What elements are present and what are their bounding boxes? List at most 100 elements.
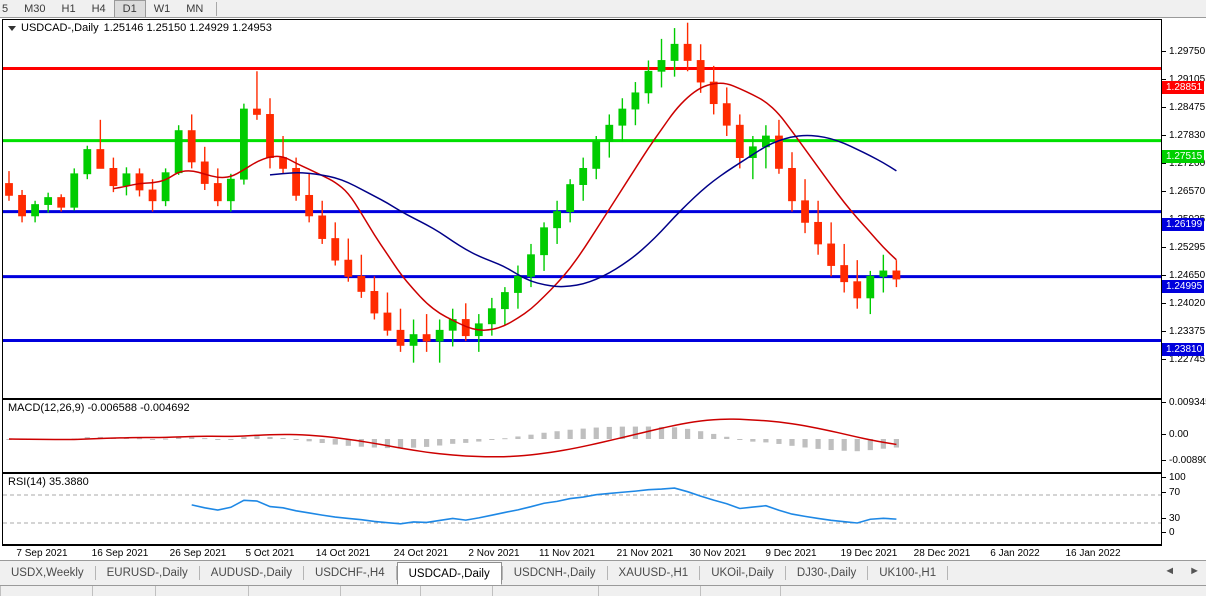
price-pane-header: USDCAD-,Daily 1.25146 1.25150 1.24929 1.… <box>8 22 272 34</box>
tab-column-divider <box>420 586 421 596</box>
date-axis-label: 21 Nov 2021 <box>616 548 674 559</box>
tab-column-divider <box>0 586 1 596</box>
timeframe-toolbar: 5 M30 H1 H4 D1 W1 MN <box>0 0 1206 18</box>
price-level-badge[interactable]: 1.26199 <box>1162 218 1205 231</box>
price-tick-label: 1.29105 <box>1162 74 1205 86</box>
price-tick-label: 1.22745 <box>1162 354 1205 366</box>
tab-separator <box>947 566 949 580</box>
tab-separator <box>395 566 397 580</box>
date-axis-label: 2 Nov 2021 <box>468 548 520 559</box>
tab-column-divider <box>700 586 701 596</box>
timeframe-button-m30[interactable]: M30 <box>24 2 46 15</box>
macd-tick-label: -0.008902 <box>1162 455 1206 467</box>
tab-column-divider <box>155 586 156 596</box>
chart-tab-uk100-h1[interactable]: UK100-,H1 <box>868 561 948 585</box>
macd-indicator-pane[interactable]: MACD(12,26,9) -0.006588 -0.004692 <box>2 399 1162 473</box>
ohlc-values: 1.25146 1.25150 1.24929 1.24953 <box>103 22 272 34</box>
rsi-indicator-pane[interactable]: RSI(14) 35.3880 <box>2 473 1162 545</box>
price-chart-pane[interactable]: USDCAD-,Daily 1.25146 1.25150 1.24929 1.… <box>2 19 1162 399</box>
rsi-tick-label: 30 <box>1162 513 1180 525</box>
rsi-plot <box>3 474 1161 544</box>
rsi-tick-label: 0 <box>1162 527 1175 539</box>
rsi-pane-header: RSI(14) 35.3880 <box>8 476 89 488</box>
date-axis-label: 6 Jan 2022 <box>990 548 1040 559</box>
timeframe-button-mn[interactable]: MN <box>186 2 204 15</box>
price-level-badge[interactable]: 1.24995 <box>1162 280 1205 293</box>
chart-tab-dj30-daily[interactable]: DJ30-,Daily <box>785 561 868 585</box>
timeframe-button-d1[interactable]: D1 <box>113 0 146 18</box>
macd-axis-scale: 0.009345 0.00 -0.008902 <box>1162 397 1206 473</box>
price-tick-label: 1.24020 <box>1162 298 1205 310</box>
tab-separator <box>501 566 503 580</box>
chart-tab-ukoil-daily[interactable]: UKOil-,Daily <box>700 561 785 585</box>
tab-scroll-controls: ◄ ► <box>1164 565 1200 577</box>
collapse-triangle-icon[interactable] <box>8 25 16 31</box>
price-tick-label: 1.24650 <box>1162 270 1205 282</box>
chart-tab-audusd-daily[interactable]: AUDUSD-,Daily <box>199 561 303 585</box>
tab-separator <box>699 566 701 580</box>
timeframe-button-h4[interactable]: H4 <box>91 2 106 15</box>
date-axis-label: 28 Dec 2021 <box>913 548 971 559</box>
macd-pane-header: MACD(12,26,9) -0.006588 -0.004692 <box>8 402 190 414</box>
macd-plot <box>3 400 1161 472</box>
macd-tick-label: 0.00 <box>1162 429 1188 441</box>
chart-tab-usdcad-daily[interactable]: USDCAD-,Daily <box>396 562 502 585</box>
date-axis[interactable]: 7 Sep 2021 16 Sep 2021 26 Sep 2021 5 Oct 20… <box>2 545 1162 561</box>
date-axis-label: 16 Sep 2021 <box>91 548 149 559</box>
chart-tab-bar: USDX,Weekly EURUSD-,Daily AUDUSD-,Daily USD… <box>0 560 1206 596</box>
price-tick-label: 1.27830 <box>1162 130 1205 142</box>
chart-tab-strip: USDX,Weekly EURUSD-,Daily AUDUSD-,Daily USD… <box>0 561 1206 585</box>
date-axis-label: 19 Dec 2021 <box>840 548 898 559</box>
date-axis-label: 24 Oct 2021 <box>393 548 449 559</box>
candlestick-plot <box>3 20 1161 398</box>
tab-column-divider <box>92 586 93 596</box>
price-tick-label: 1.25295 <box>1162 242 1205 254</box>
chart-tab-usdx-weekly[interactable]: USDX,Weekly <box>0 561 95 585</box>
price-tick-label: 1.26570 <box>1162 186 1205 198</box>
price-level-badge[interactable]: 1.27515 <box>1162 150 1205 163</box>
tab-column-divider <box>248 586 249 596</box>
chart-area: USDCAD-,Daily 1.25146 1.25150 1.24929 1.… <box>0 19 1206 559</box>
price-tick-label: 1.23375 <box>1162 326 1205 338</box>
tab-bar-underline <box>0 585 1206 596</box>
rsi-axis-scale: 100 70 30 0 <box>1162 472 1206 545</box>
symbol-label: USDCAD-,Daily <box>21 22 99 34</box>
date-axis-label: 30 Nov 2021 <box>689 548 747 559</box>
tab-column-divider <box>780 586 781 596</box>
date-axis-label: 5 Oct 2021 <box>245 548 295 559</box>
timeframe-button-5[interactable]: 5 <box>2 2 9 15</box>
tab-separator <box>94 566 96 580</box>
date-axis-label: 11 Nov 2021 <box>539 548 595 559</box>
price-level-badge[interactable]: 1.23810 <box>1162 343 1205 356</box>
chart-tab-usdchf-h4[interactable]: USDCHF-,H4 <box>303 561 396 585</box>
price-axis-scale[interactable]: 1.29750 1.29105 1.28475 1.27830 1.27200 1.265… <box>1162 19 1206 399</box>
tab-separator <box>867 566 869 580</box>
rsi-tick-label: 70 <box>1162 487 1180 499</box>
scroll-right-icon[interactable]: ► <box>1189 565 1200 577</box>
price-tick-label: 1.28475 <box>1162 102 1205 114</box>
date-axis-label: 14 Oct 2021 <box>315 548 371 559</box>
price-level-badge[interactable]: 1.28851 <box>1162 81 1205 94</box>
toolbar-separator <box>216 1 218 16</box>
tab-separator <box>198 566 200 580</box>
tab-separator <box>302 566 304 580</box>
tab-column-divider <box>492 586 493 596</box>
rsi-tick-label: 100 <box>1162 472 1186 484</box>
tab-separator <box>784 566 786 580</box>
macd-tick-label: 0.009345 <box>1162 397 1206 409</box>
tab-column-divider <box>598 586 599 596</box>
timeframe-button-w1[interactable]: W1 <box>153 2 171 15</box>
date-axis-label: 16 Jan 2022 <box>1065 548 1121 559</box>
chart-tab-usdcnh-daily[interactable]: USDCNH-,Daily <box>502 561 607 585</box>
tab-separator <box>606 566 608 580</box>
scroll-left-icon[interactable]: ◄ <box>1164 565 1176 577</box>
date-axis-label: 7 Sep 2021 <box>16 548 68 559</box>
chart-tab-xauusd-h1[interactable]: XAUUSD-,H1 <box>607 561 700 585</box>
price-tick-label: 1.29750 <box>1162 46 1205 58</box>
price-tick-label: 1.27200 <box>1162 158 1205 170</box>
timeframe-button-h1[interactable]: H1 <box>61 2 76 15</box>
chart-tab-eurusd-daily[interactable]: EURUSD-,Daily <box>95 561 199 585</box>
date-axis-label: 26 Sep 2021 <box>169 548 227 559</box>
tab-column-divider <box>340 586 341 596</box>
